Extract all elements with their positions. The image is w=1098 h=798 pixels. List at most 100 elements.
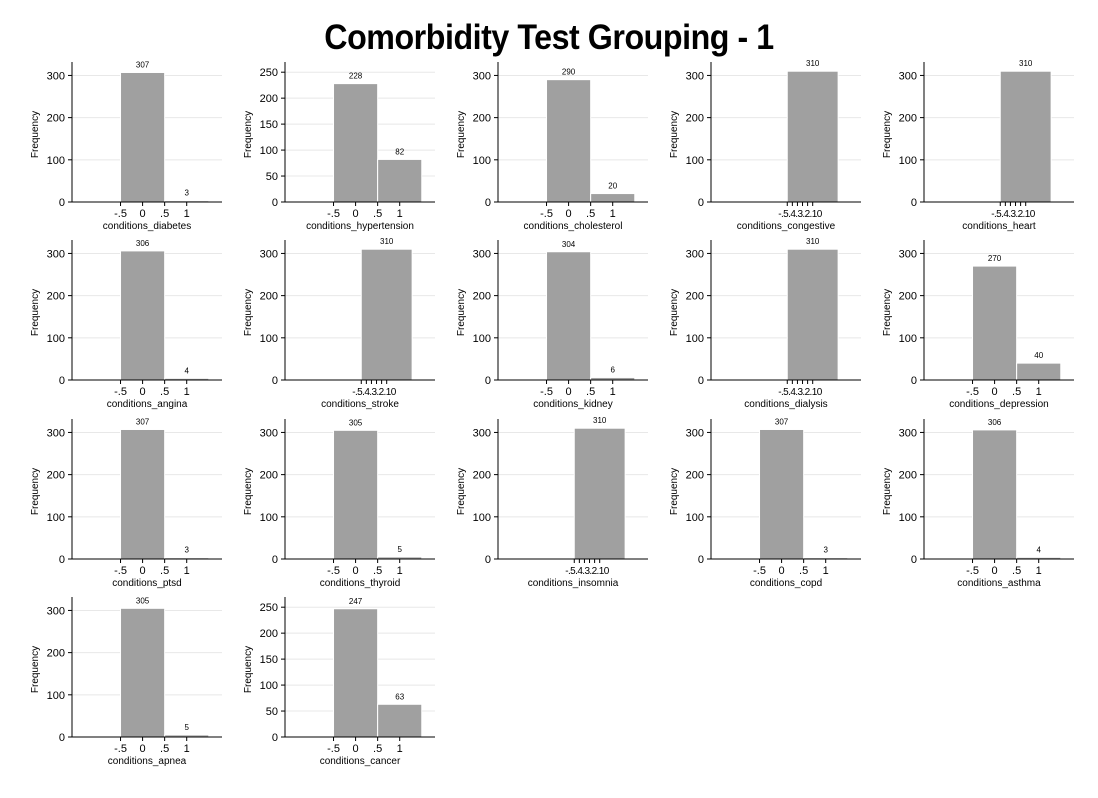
x-tick-label: 0 — [566, 208, 572, 220]
bar-count-label: 310 — [1019, 59, 1033, 68]
histogram-bar — [120, 71, 166, 203]
histogram-panel: 270 40 0 100 200 300 Frequency -.5 0 .5 1condition… — [882, 240, 1074, 410]
y-tick-label: 0 — [272, 197, 278, 209]
x-tick-label: -.5 — [753, 565, 766, 577]
x-axis-title: conditions_copd — [750, 578, 822, 589]
x-tick-label: .5 — [586, 208, 595, 220]
y-axis-title: Frequency — [30, 111, 41, 158]
x-tick-label: 1 — [1036, 565, 1042, 577]
y-tick-label: 0 — [911, 554, 917, 566]
y-tick-label: 200 — [47, 113, 65, 125]
x-tick-label: -.5 — [966, 565, 979, 577]
y-tick-label: 0 — [485, 197, 491, 209]
x-tick-label: 0 — [353, 565, 359, 577]
x-tick-label: -.5 — [327, 743, 340, 755]
y-tick-label: 300 — [473, 248, 491, 260]
x-tick-label: 1 — [610, 208, 616, 220]
x-tick-label: 1 — [823, 565, 829, 577]
x-axis-title: conditions_stroke — [321, 399, 399, 410]
y-tick-label: 100 — [260, 333, 278, 345]
x-tick-label: 1 — [184, 565, 190, 577]
histogram-bar — [360, 248, 413, 381]
y-axis-title: Frequency — [456, 111, 467, 158]
y-axis-title: Frequency — [243, 111, 254, 158]
histogram-bar — [999, 70, 1052, 203]
x-axis-title: conditions_ptsd — [112, 578, 182, 589]
bar-count-label: 3 — [823, 546, 828, 555]
x-tick-label: 0 — [140, 208, 146, 220]
y-tick-label: 300 — [473, 70, 491, 82]
y-tick-label: 200 — [473, 291, 491, 303]
y-tick-label: 300 — [899, 70, 917, 82]
y-axis-title: Frequency — [243, 289, 254, 336]
bar-count-label: 307 — [136, 60, 150, 69]
x-tick-label: .5 — [1012, 565, 1021, 577]
x-axis-title: conditions_depression — [949, 399, 1049, 410]
bar-count-label: 6 — [610, 365, 615, 374]
histogram-panel: 306 4 0 100 200 300 Frequency -.5 0 .5 1conditions… — [30, 239, 222, 410]
histogram-bar — [573, 427, 626, 560]
y-tick-label: 0 — [272, 375, 278, 387]
y-tick-label: 200 — [260, 628, 278, 640]
histogram-bar — [786, 248, 839, 381]
y-tick-label: 100 — [47, 690, 65, 702]
y-tick-label: 300 — [260, 248, 278, 260]
histogram-bar — [333, 608, 379, 738]
histogram-panel: 310 0 100 200 300 Frequency -.5.4.3.2.10condit… — [882, 59, 1074, 232]
y-tick-label: 100 — [260, 145, 278, 157]
bar-count-label: 310 — [806, 237, 820, 246]
bar-count-label: 247 — [349, 597, 363, 606]
histogram-panel: 307 3 0 100 200 300 Frequency -.5 0 .5 1conditions… — [669, 417, 861, 589]
y-tick-label: 200 — [260, 93, 278, 105]
histogram-panel: 307 3 0 100 200 300 Frequency -.5 0 .5 1conditions… — [30, 417, 222, 589]
bar-count-label: 63 — [395, 692, 404, 701]
y-tick-label: 50 — [266, 706, 278, 718]
y-tick-label: 100 — [260, 512, 278, 524]
histogram-panel: 247 63 0 50 100 150 200 250 Frequency -.5 0 .5 1cond… — [243, 597, 435, 767]
y-tick-label: 100 — [899, 333, 917, 345]
x-tick-label: .5 — [373, 208, 382, 220]
y-tick-label: 200 — [686, 470, 704, 482]
y-tick-label: 200 — [47, 648, 65, 660]
bar-count-label: 5 — [397, 545, 402, 554]
y-tick-label: 200 — [260, 470, 278, 482]
x-tick-labels: -.5.4.3.2.10 — [565, 566, 609, 577]
x-tick-labels: -.5.4.3.2.10 — [991, 209, 1035, 220]
x-axis-title: conditions_congestive — [737, 221, 836, 232]
x-axis-title: conditions_apnea — [108, 756, 187, 767]
x-tick-label: 0 — [992, 565, 998, 577]
histogram-bar — [546, 79, 592, 203]
y-axis-title: Frequency — [669, 289, 680, 336]
x-tick-label: 0 — [566, 386, 572, 398]
y-tick-label: 300 — [47, 427, 65, 439]
histogram-bar — [120, 607, 166, 738]
x-axis-title: conditions_hypertension — [306, 221, 414, 232]
x-tick-label: -.5 — [114, 208, 127, 220]
histogram-bar — [972, 429, 1018, 560]
x-axis-title: conditions_dialysis — [744, 399, 827, 410]
histogram-bar — [972, 265, 1018, 381]
x-tick-label: .5 — [373, 743, 382, 755]
y-tick-label: 250 — [260, 67, 278, 79]
y-tick-label: 0 — [59, 554, 65, 566]
x-tick-label: -.5 — [966, 386, 979, 398]
histogram-bar — [120, 250, 166, 381]
y-tick-label: 150 — [260, 654, 278, 666]
x-tick-label: 0 — [140, 565, 146, 577]
bar-count-label: 310 — [380, 237, 394, 246]
y-tick-label: 100 — [260, 680, 278, 692]
y-tick-label: 150 — [260, 119, 278, 131]
y-axis-title: Frequency — [30, 289, 41, 336]
x-tick-labels: -.5.4.3.2.10 — [778, 209, 822, 220]
bar-count-label: 4 — [184, 366, 189, 375]
histogram-panel: 305 5 0 100 200 300 Frequency -.5 0 .5 1conditions… — [243, 418, 435, 589]
y-axis-title: Frequency — [882, 468, 893, 515]
y-axis-title: Frequency — [456, 468, 467, 515]
y-tick-label: 0 — [272, 554, 278, 566]
histogram-bar — [333, 429, 379, 560]
bar-count-label: 4 — [1036, 545, 1041, 554]
y-tick-label: 100 — [686, 333, 704, 345]
x-tick-label: 0 — [353, 208, 359, 220]
y-tick-label: 300 — [47, 248, 65, 260]
bar-count-label: 3 — [184, 189, 189, 198]
